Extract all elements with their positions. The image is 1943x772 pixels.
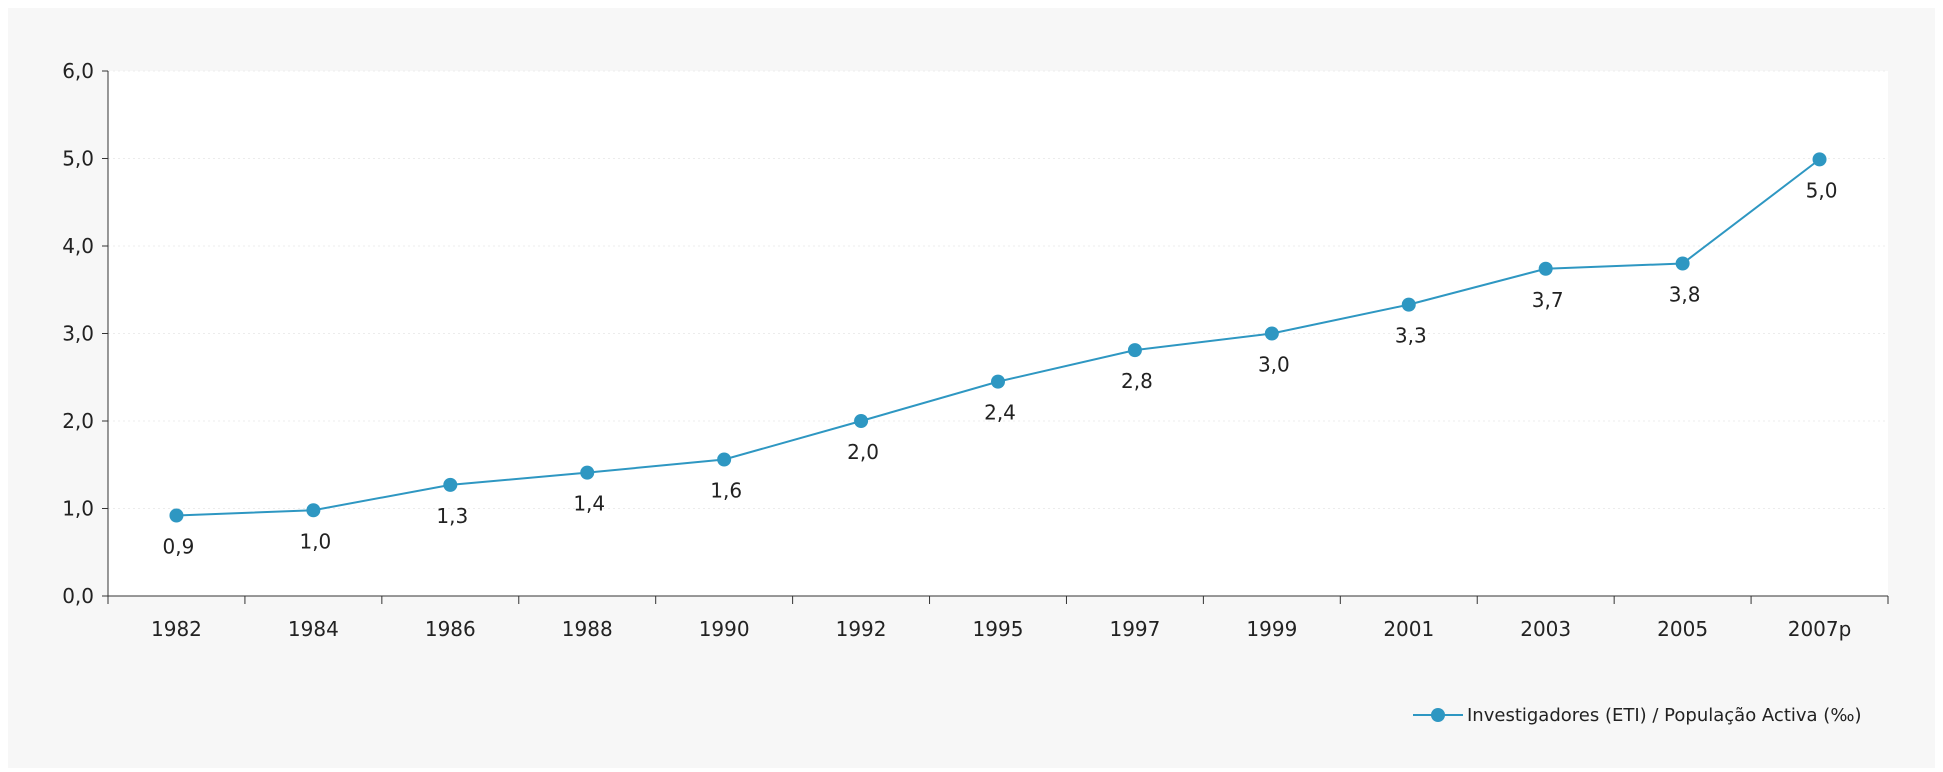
data-label: 3,3: [1395, 324, 1427, 348]
y-tick-label: 4,0: [62, 234, 94, 258]
legend-label: Investigadores (ETI) / População Activa …: [1467, 705, 1862, 726]
data-point: [991, 374, 1005, 389]
legend: Investigadores (ETI) / População Activa …: [1413, 705, 1862, 726]
chart-frame: 0,0 1,0 2,0 3,0 4,0 5,0 6,0 1982 1984 1986 1988 19…: [8, 8, 1935, 768]
gridlines: [108, 70, 1888, 509]
x-axis: 1982 1984 1986 1988 1990 1992 1995 1997 1999 2001…: [107, 595, 1889, 641]
data-point: [1812, 152, 1827, 167]
data-label: 3,8: [1669, 283, 1701, 307]
legend-marker: [1431, 708, 1445, 722]
data-label: 2,8: [1121, 369, 1153, 393]
data-point: [854, 414, 869, 428]
data-point: [1538, 261, 1553, 276]
data-label: 1,4: [573, 492, 605, 516]
data-point: [306, 503, 321, 518]
data-label: 2,4: [984, 401, 1016, 425]
x-tick-label: 1997: [1109, 617, 1160, 641]
x-tick-label: 1999: [1246, 617, 1297, 641]
data-label: 1,0: [299, 529, 331, 553]
data-point: [443, 477, 458, 492]
data-label: 1,6: [710, 479, 742, 503]
y-tick-label: 6,0: [62, 59, 94, 83]
data-label: 3,0: [1258, 353, 1290, 377]
data-point: [580, 465, 595, 480]
data-point: [1127, 343, 1142, 358]
data-point: [169, 508, 184, 523]
line-chart: 0,01,02,03,04,05,06,0 1982 1984 1986 1988 19…: [62, 59, 1889, 726]
data-label: 0,9: [163, 535, 195, 559]
y-tick-label: 1,0: [62, 497, 94, 521]
data-label: 5,0: [1806, 178, 1838, 202]
data-point: [1675, 256, 1690, 271]
x-tick-label: 1986: [425, 617, 476, 641]
data-label: 3,7: [1532, 288, 1564, 312]
x-tick-label: 1990: [699, 617, 750, 641]
data-point: [1401, 297, 1416, 312]
x-tick-label: 2001: [1383, 617, 1434, 641]
data-label: 1,3: [436, 504, 468, 528]
x-tick-label: 1982: [151, 617, 202, 641]
y-axis: 0,0 1,0 2,0 3,0 4,0 5,0 6,0: [62, 59, 109, 608]
x-tick-label: 2007p: [1788, 617, 1852, 641]
series-layer: 0,9 1,0 1,3 1,4 1,6 2,0 2,4 2,8 3,0 3,3 3,7 3,8 5,0: [163, 152, 1838, 559]
data-label: 2,0: [847, 440, 879, 464]
x-tick-label: 1984: [288, 617, 339, 641]
x-tick-label: 1988: [562, 617, 613, 641]
y-tick-label: 3,0: [62, 322, 94, 346]
x-tick-label: 2005: [1657, 617, 1708, 641]
data-point: [717, 452, 732, 467]
y-tick-label: 0,0: [62, 584, 94, 608]
y-tick-label: 5,0: [62, 147, 94, 171]
x-tick-label: 1995: [973, 617, 1024, 641]
x-tick-label: 2003: [1520, 617, 1571, 641]
x-tick-label: 1992: [836, 617, 887, 641]
y-tick-label: 2,0: [62, 409, 94, 433]
data-point: [1264, 326, 1279, 341]
